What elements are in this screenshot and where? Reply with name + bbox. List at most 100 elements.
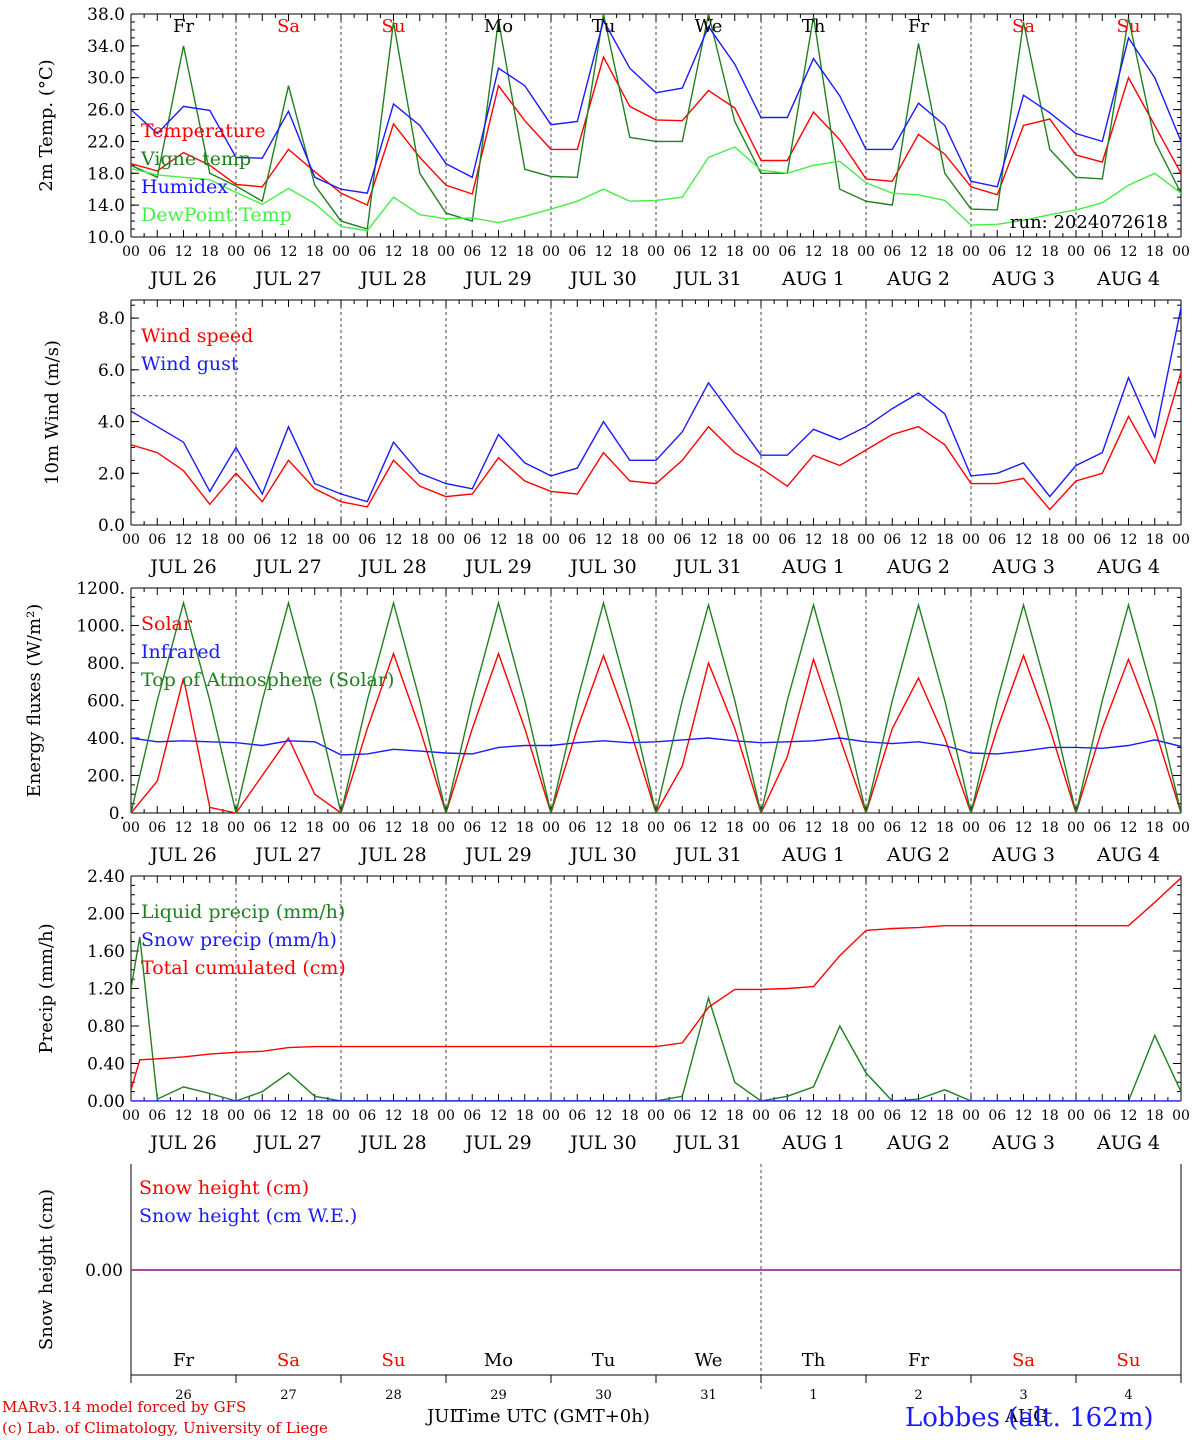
legend-entry: Humidex xyxy=(141,176,228,198)
hour-tick-label: 06 xyxy=(148,820,166,836)
y-tick-label: 0.40 xyxy=(87,1055,125,1075)
y-tick-label: 0.00 xyxy=(87,1092,125,1112)
hour-tick-label: 06 xyxy=(358,532,376,548)
hour-tick-label: 12 xyxy=(490,1108,508,1124)
hour-tick-label: 18 xyxy=(936,1108,954,1124)
model-credit: MARv3.14 model forced by GFS xyxy=(2,1398,247,1416)
y-tick-label: 8.0 xyxy=(98,309,125,329)
hour-tick-label: 00 xyxy=(647,244,665,260)
hour-tick-label: 00 xyxy=(1172,820,1190,836)
series-group xyxy=(131,600,1181,813)
hour-tick-label: 12 xyxy=(280,1108,298,1124)
date-label: JUL 29 xyxy=(463,1132,531,1154)
hour-tick-label: 12 xyxy=(280,532,298,548)
hour-tick-label: 06 xyxy=(358,820,376,836)
legend-entry: Wind speed xyxy=(141,325,253,347)
hour-tick-label: 00 xyxy=(647,532,665,548)
hour-tick-label: 00 xyxy=(752,1108,770,1124)
date-label: JUL 27 xyxy=(253,268,321,290)
hour-tick-label: 00 xyxy=(437,244,455,260)
y-tick-label: 1.60 xyxy=(87,942,125,962)
date-label: AUG 1 xyxy=(781,1132,845,1154)
series-line-liquid-precip-mm-h- xyxy=(131,936,1181,1101)
hour-tick-label: 18 xyxy=(201,532,219,548)
weekday-label: Th xyxy=(802,1350,826,1371)
hour-tick-label: 12 xyxy=(490,244,508,260)
hour-tick-label: 12 xyxy=(700,244,718,260)
weekday-label: Fr xyxy=(173,1350,194,1371)
y-tick-label: 0.00 xyxy=(85,1261,123,1281)
weekday-label: Su xyxy=(1117,16,1141,37)
hour-tick-label: 00 xyxy=(1067,244,1085,260)
series-group xyxy=(131,14,1181,232)
hour-tick-label: 18 xyxy=(516,244,534,260)
hour-tick-label: 00 xyxy=(542,1108,560,1124)
y-tick-label: 4.0 xyxy=(98,413,125,433)
y-tick-label: 6.0 xyxy=(98,361,125,381)
series-line-top-of-atmosphere-solar- xyxy=(131,600,1181,813)
y-tick-label: 2.40 xyxy=(87,867,125,887)
hour-tick-label: 12 xyxy=(1120,1108,1138,1124)
weekday-label: Tu xyxy=(592,16,616,37)
date-label: JUL 29 xyxy=(463,268,531,290)
hour-tick-label: 06 xyxy=(883,1108,901,1124)
hour-tick-label: 06 xyxy=(148,244,166,260)
hour-tick-label: 00 xyxy=(752,820,770,836)
weekday-label: Th xyxy=(802,16,826,37)
date-label: AUG 2 xyxy=(886,844,950,866)
legend-entry: Snow height (cm W.E.) xyxy=(139,1205,357,1227)
hour-tick-label: 18 xyxy=(1146,244,1164,260)
hour-tick-label: 00 xyxy=(332,532,350,548)
hour-tick-label: 00 xyxy=(752,244,770,260)
hour-tick-label: 06 xyxy=(883,532,901,548)
hour-tick-label: 00 xyxy=(332,820,350,836)
date-label: AUG 1 xyxy=(781,268,845,290)
date-label: JUL 31 xyxy=(673,556,741,578)
y-tick-label: 18.0 xyxy=(87,164,125,184)
date-label: JUL 27 xyxy=(253,556,321,578)
hour-tick-label: 00 xyxy=(1172,532,1190,548)
date-label: JUL 29 xyxy=(463,556,531,578)
hour-tick-label: 06 xyxy=(148,1108,166,1124)
date-label: AUG 3 xyxy=(991,268,1055,290)
hour-tick-label: 18 xyxy=(411,820,429,836)
date-label: AUG 2 xyxy=(886,1132,950,1154)
hour-tick-label: 00 xyxy=(122,244,140,260)
hour-tick-label: 00 xyxy=(1067,532,1085,548)
hour-tick-label: 12 xyxy=(280,820,298,836)
hour-tick-label: 12 xyxy=(910,244,928,260)
day-number-label: 31 xyxy=(700,1388,717,1403)
hour-tick-label: 18 xyxy=(831,532,849,548)
date-label: JUL 28 xyxy=(358,844,426,866)
hour-tick-label: 00 xyxy=(752,532,770,548)
date-label: JUL 30 xyxy=(568,268,636,290)
y-axis-title: 10m Wind (m/s) xyxy=(42,340,63,485)
day-number-label: 1 xyxy=(809,1388,817,1403)
hour-tick-label: 18 xyxy=(831,1108,849,1124)
hour-tick-label: 18 xyxy=(936,820,954,836)
date-label: AUG 4 xyxy=(1096,556,1160,578)
hour-tick-label: 06 xyxy=(1093,1108,1111,1124)
hour-tick-label: 18 xyxy=(411,244,429,260)
series-group xyxy=(131,877,1181,1101)
hour-tick-label: 00 xyxy=(227,532,245,548)
hour-tick-label: 12 xyxy=(175,532,193,548)
y-tick-label: 600. xyxy=(87,692,125,712)
series-line-humidex xyxy=(131,18,1181,194)
hour-tick-label: 06 xyxy=(988,1108,1006,1124)
y-tick-label: 2.00 xyxy=(87,905,125,925)
y-tick-label: 38.0 xyxy=(87,5,125,25)
date-label: JUL 26 xyxy=(148,844,216,866)
weekday-label: Fr xyxy=(173,16,194,37)
hour-tick-label: 00 xyxy=(122,820,140,836)
hour-tick-label: 00 xyxy=(857,820,875,836)
hour-tick-label: 00 xyxy=(962,244,980,260)
y-tick-label: 400. xyxy=(87,729,125,749)
day-number-label: 3 xyxy=(1019,1388,1027,1403)
hour-tick-label: 18 xyxy=(726,1108,744,1124)
hour-tick-label: 06 xyxy=(568,820,586,836)
hour-tick-label: 12 xyxy=(490,820,508,836)
hour-tick-label: 12 xyxy=(595,1108,613,1124)
hour-tick-label: 06 xyxy=(778,532,796,548)
